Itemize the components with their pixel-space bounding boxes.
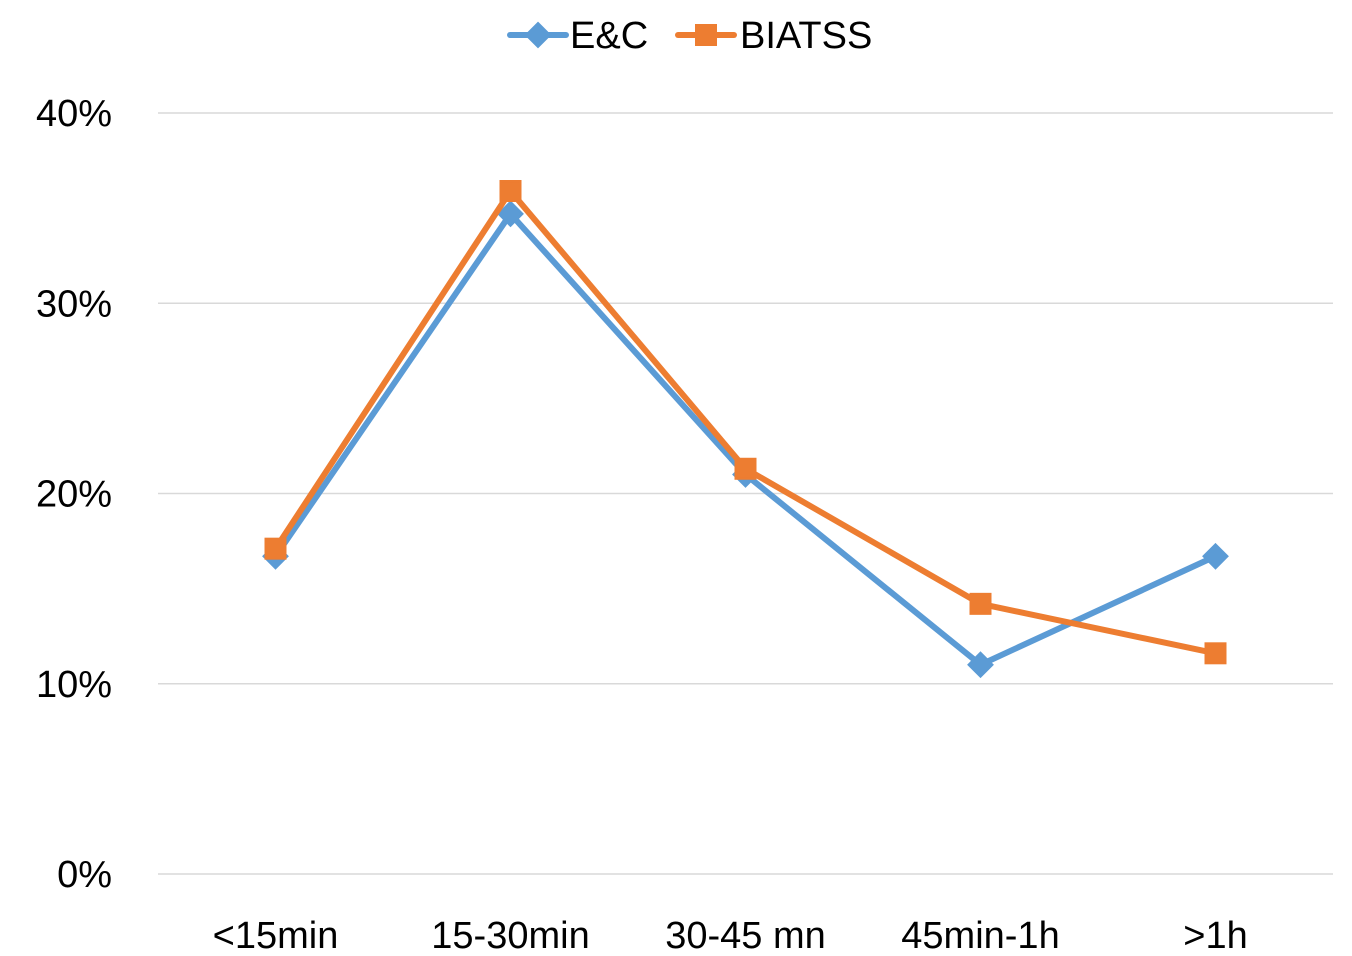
legend-item: BIATSS [675,15,872,57]
legend-item: E&C [507,15,648,57]
data-point-marker [734,457,757,480]
legend-square-marker [695,24,717,46]
data-point-marker [969,592,992,615]
x-tick-label: 15-30min [431,915,589,956]
series-ec [262,200,1229,679]
data-point-marker [1202,542,1229,570]
series-line [272,210,1219,668]
y-gridlines [158,112,1333,875]
legend-diamond-marker [524,21,552,49]
data-point-marker [1204,642,1227,665]
legend-label: BIATSS [740,15,872,57]
data-point-marker [264,537,287,560]
data-point-marker [967,651,994,679]
x-axis-tick-labels: <15min 15-30min 30-45 mn 45min-1h >1h [213,915,1248,956]
chart-series [262,180,1229,679]
x-tick-label: <15min [213,915,339,956]
x-tick-label: >1h [1183,915,1247,956]
y-tick-label: 0% [57,854,112,896]
y-tick-label: 30% [36,283,112,325]
y-axis-tick-labels: 0% 10% 20% 30% 40% [36,93,112,896]
y-tick-label: 20% [36,474,112,516]
series-line [272,188,1219,657]
x-tick-label: 30-45 mn [665,915,826,956]
series-biatss [264,180,1227,665]
legend-label: E&C [570,15,648,57]
y-tick-label: 40% [36,93,112,135]
y-tick-label: 10% [36,664,112,706]
data-point-marker [499,180,522,203]
data-point-marker [497,200,524,228]
chart-legend: E&C BIATSS [507,15,872,57]
x-tick-label: 45min-1h [901,915,1059,956]
